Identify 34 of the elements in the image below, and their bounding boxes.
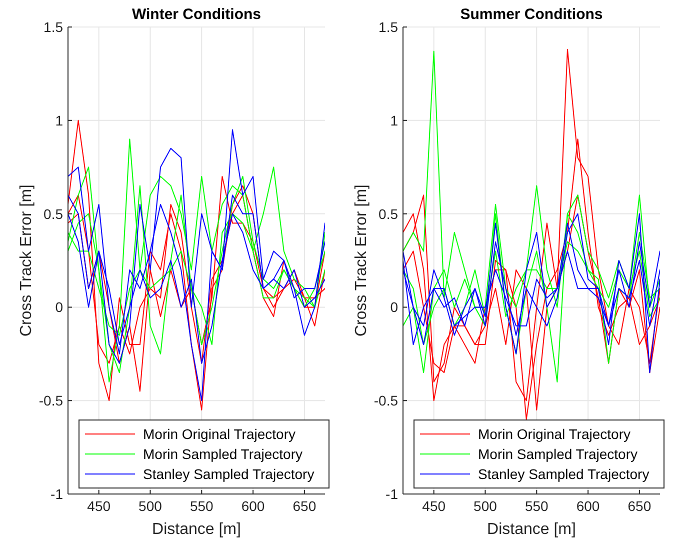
legend-label: Morin Original Trajectory [143, 426, 296, 442]
x-tick-label: 550 [190, 498, 214, 514]
legend-label: Stanley Sampled Trajectory [143, 466, 314, 482]
x-axis-title: Distance [m] [152, 521, 241, 538]
y-tick-label: -1 [386, 486, 398, 502]
y-tick-label: 1.5 [44, 19, 64, 35]
x-tick-label: 650 [292, 498, 316, 514]
x-axis-title: Distance [m] [487, 521, 576, 538]
y-tick-label: 0.5 [378, 206, 398, 222]
y-tick-label: 1.5 [378, 19, 398, 35]
x-tick-label: 550 [524, 498, 549, 514]
y-axis-title: Cross Track Error [m] [353, 184, 370, 337]
y-tick-label: 0.5 [44, 206, 64, 222]
x-tick-label: 500 [138, 498, 162, 514]
y-tick-label: -0.5 [374, 392, 398, 409]
x-tick-label: 600 [576, 498, 600, 514]
legend-label: Morin Sampled Trajectory [478, 446, 638, 462]
y-tick-label: 0 [390, 299, 398, 316]
x-tick-label: 450 [422, 498, 446, 514]
chart-title: Summer Conditions [460, 6, 603, 23]
y-tick-label: -1 [50, 486, 64, 502]
x-tick-label: 600 [241, 498, 265, 514]
legend-label: Morin Original Trajectory [478, 426, 630, 442]
x-tick-label: 450 [87, 498, 111, 514]
x-tick-label: 650 [628, 498, 652, 514]
y-tick-label: 0 [55, 299, 64, 316]
chart-title: Winter Conditions [132, 6, 262, 23]
y-tick-label: 1 [390, 112, 398, 128]
y-axis-title: Cross Track Error [m] [18, 184, 35, 337]
y-tick-label: -0.5 [38, 392, 64, 409]
y-tick-label: 1 [55, 112, 64, 128]
x-tick-label: 500 [474, 498, 498, 514]
legend-label: Stanley Sampled Trajectory [478, 466, 650, 482]
legend-label: Morin Sampled Trajectory [143, 446, 303, 462]
